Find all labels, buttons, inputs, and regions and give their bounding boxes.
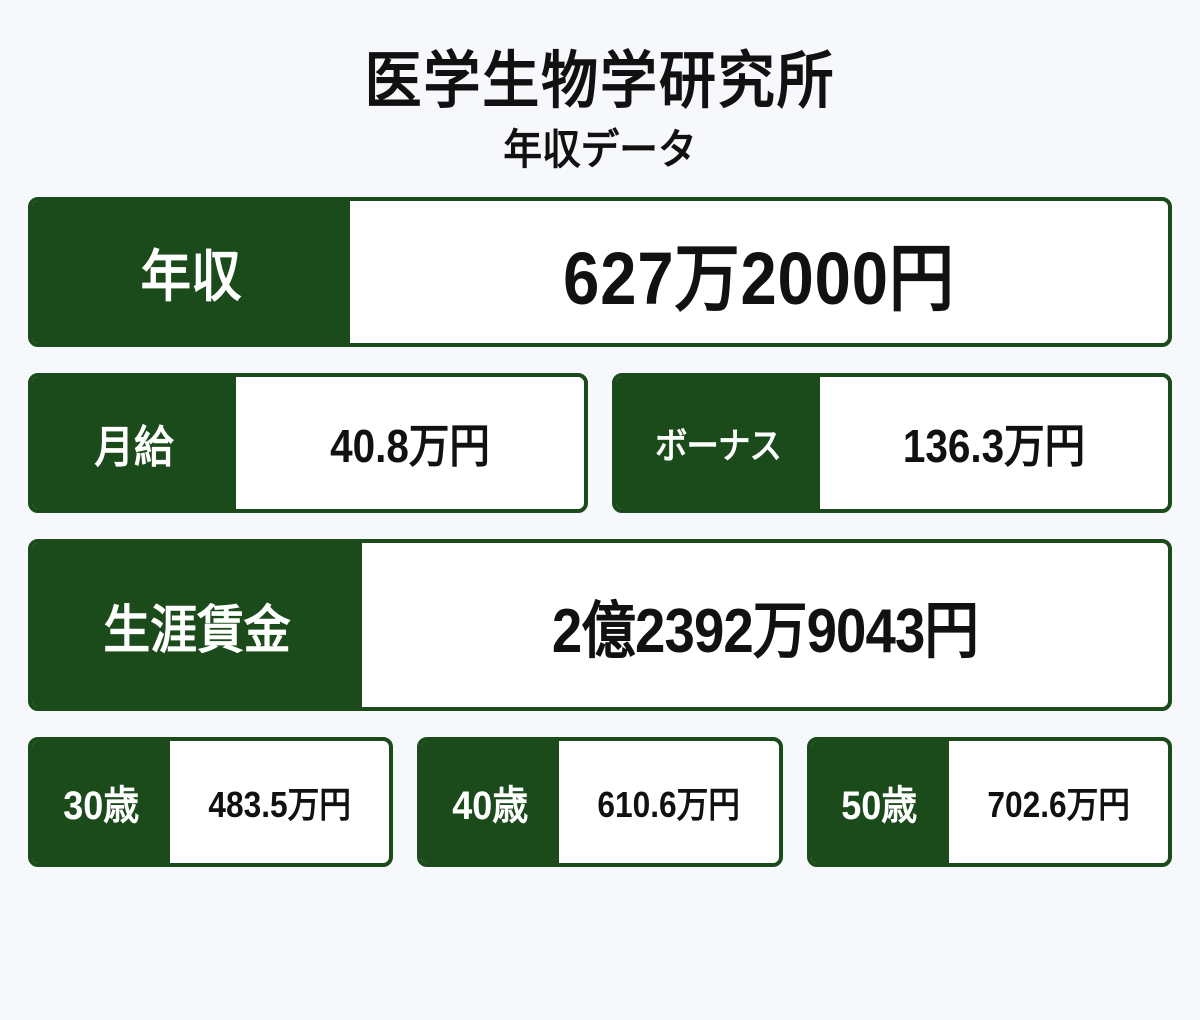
value-annual: 627万2000円 bbox=[399, 201, 1119, 343]
label-lifetime: 生涯賃金 bbox=[103, 588, 290, 663]
label-annual: 年収 bbox=[141, 232, 242, 313]
card-lifetime: 生涯賃金 2億2392万9043円 bbox=[28, 539, 1172, 711]
value-bonus: 136.3万円 bbox=[841, 377, 1147, 509]
value-age30: 483.5万円 bbox=[183, 741, 376, 863]
card-annual: 年収 627万2000円 bbox=[28, 197, 1172, 347]
card-age30: 30歳 483.5万円 bbox=[28, 737, 393, 867]
card-age40: 40歳 610.6万円 bbox=[417, 737, 782, 867]
label-bonus: ボーナス bbox=[655, 417, 781, 469]
card-bonus: ボーナス 136.3万円 bbox=[612, 373, 1172, 513]
row-annual: 年収 627万2000円 bbox=[28, 197, 1172, 347]
row-ages: 30歳 483.5万円 40歳 610.6万円 50歳 702.6万円 bbox=[28, 737, 1172, 867]
value-lifetime: 2億2392万9043円 bbox=[410, 543, 1119, 707]
card-monthly: 月給 40.8万円 bbox=[28, 373, 588, 513]
page-title: 医学生物学研究所 bbox=[74, 30, 1126, 120]
page-subtitle: 年収データ bbox=[74, 116, 1126, 177]
label-monthly: 月給 bbox=[94, 411, 173, 475]
header: 医学生物学研究所 年収データ bbox=[28, 30, 1172, 177]
label-age50: 50歳 bbox=[842, 773, 918, 831]
card-age50: 50歳 702.6万円 bbox=[807, 737, 1172, 867]
row-lifetime: 生涯賃金 2億2392万9043円 bbox=[28, 539, 1172, 711]
row-monthly-bonus: 月給 40.8万円 ボーナス 136.3万円 bbox=[28, 373, 1172, 513]
label-age40: 40歳 bbox=[452, 773, 528, 831]
value-age50: 702.6万円 bbox=[962, 741, 1155, 863]
value-age40: 610.6万円 bbox=[572, 741, 765, 863]
label-age30: 30歳 bbox=[63, 773, 139, 831]
value-monthly: 40.8万円 bbox=[257, 377, 563, 509]
